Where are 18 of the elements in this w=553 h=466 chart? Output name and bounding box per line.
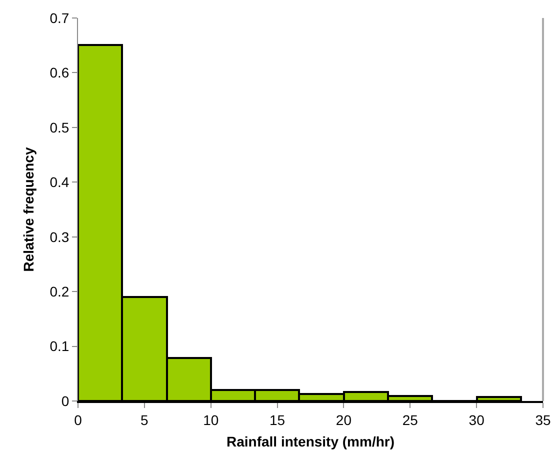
y-tick-label: 0.5	[50, 119, 70, 136]
x-tick-label: 35	[535, 412, 551, 428]
x-tick-label: 0	[74, 412, 82, 428]
y-tick-label: 0.1	[50, 338, 70, 354]
x-tick-label: 10	[203, 412, 219, 428]
x-tick-label: 15	[270, 412, 286, 428]
y-tick-label: 0.7	[50, 10, 70, 26]
y-tick-label: 0.4	[50, 174, 70, 190]
y-tick-label: 0.2	[50, 283, 70, 300]
y-tick-label: 0.6	[50, 64, 70, 81]
y-tick-label: 0.3	[50, 228, 70, 245]
x-tick-label: 20	[336, 412, 352, 428]
y-tick-label: 0	[61, 392, 70, 409]
x-tick-label: 30	[468, 412, 485, 428]
x-axis-title: Rainfall intensity (mm/hr)	[226, 434, 395, 450]
y-axis-title: Relative frequency	[20, 147, 36, 272]
x-tick-label: 25	[402, 412, 418, 428]
x-tick-label: 5	[140, 412, 149, 428]
